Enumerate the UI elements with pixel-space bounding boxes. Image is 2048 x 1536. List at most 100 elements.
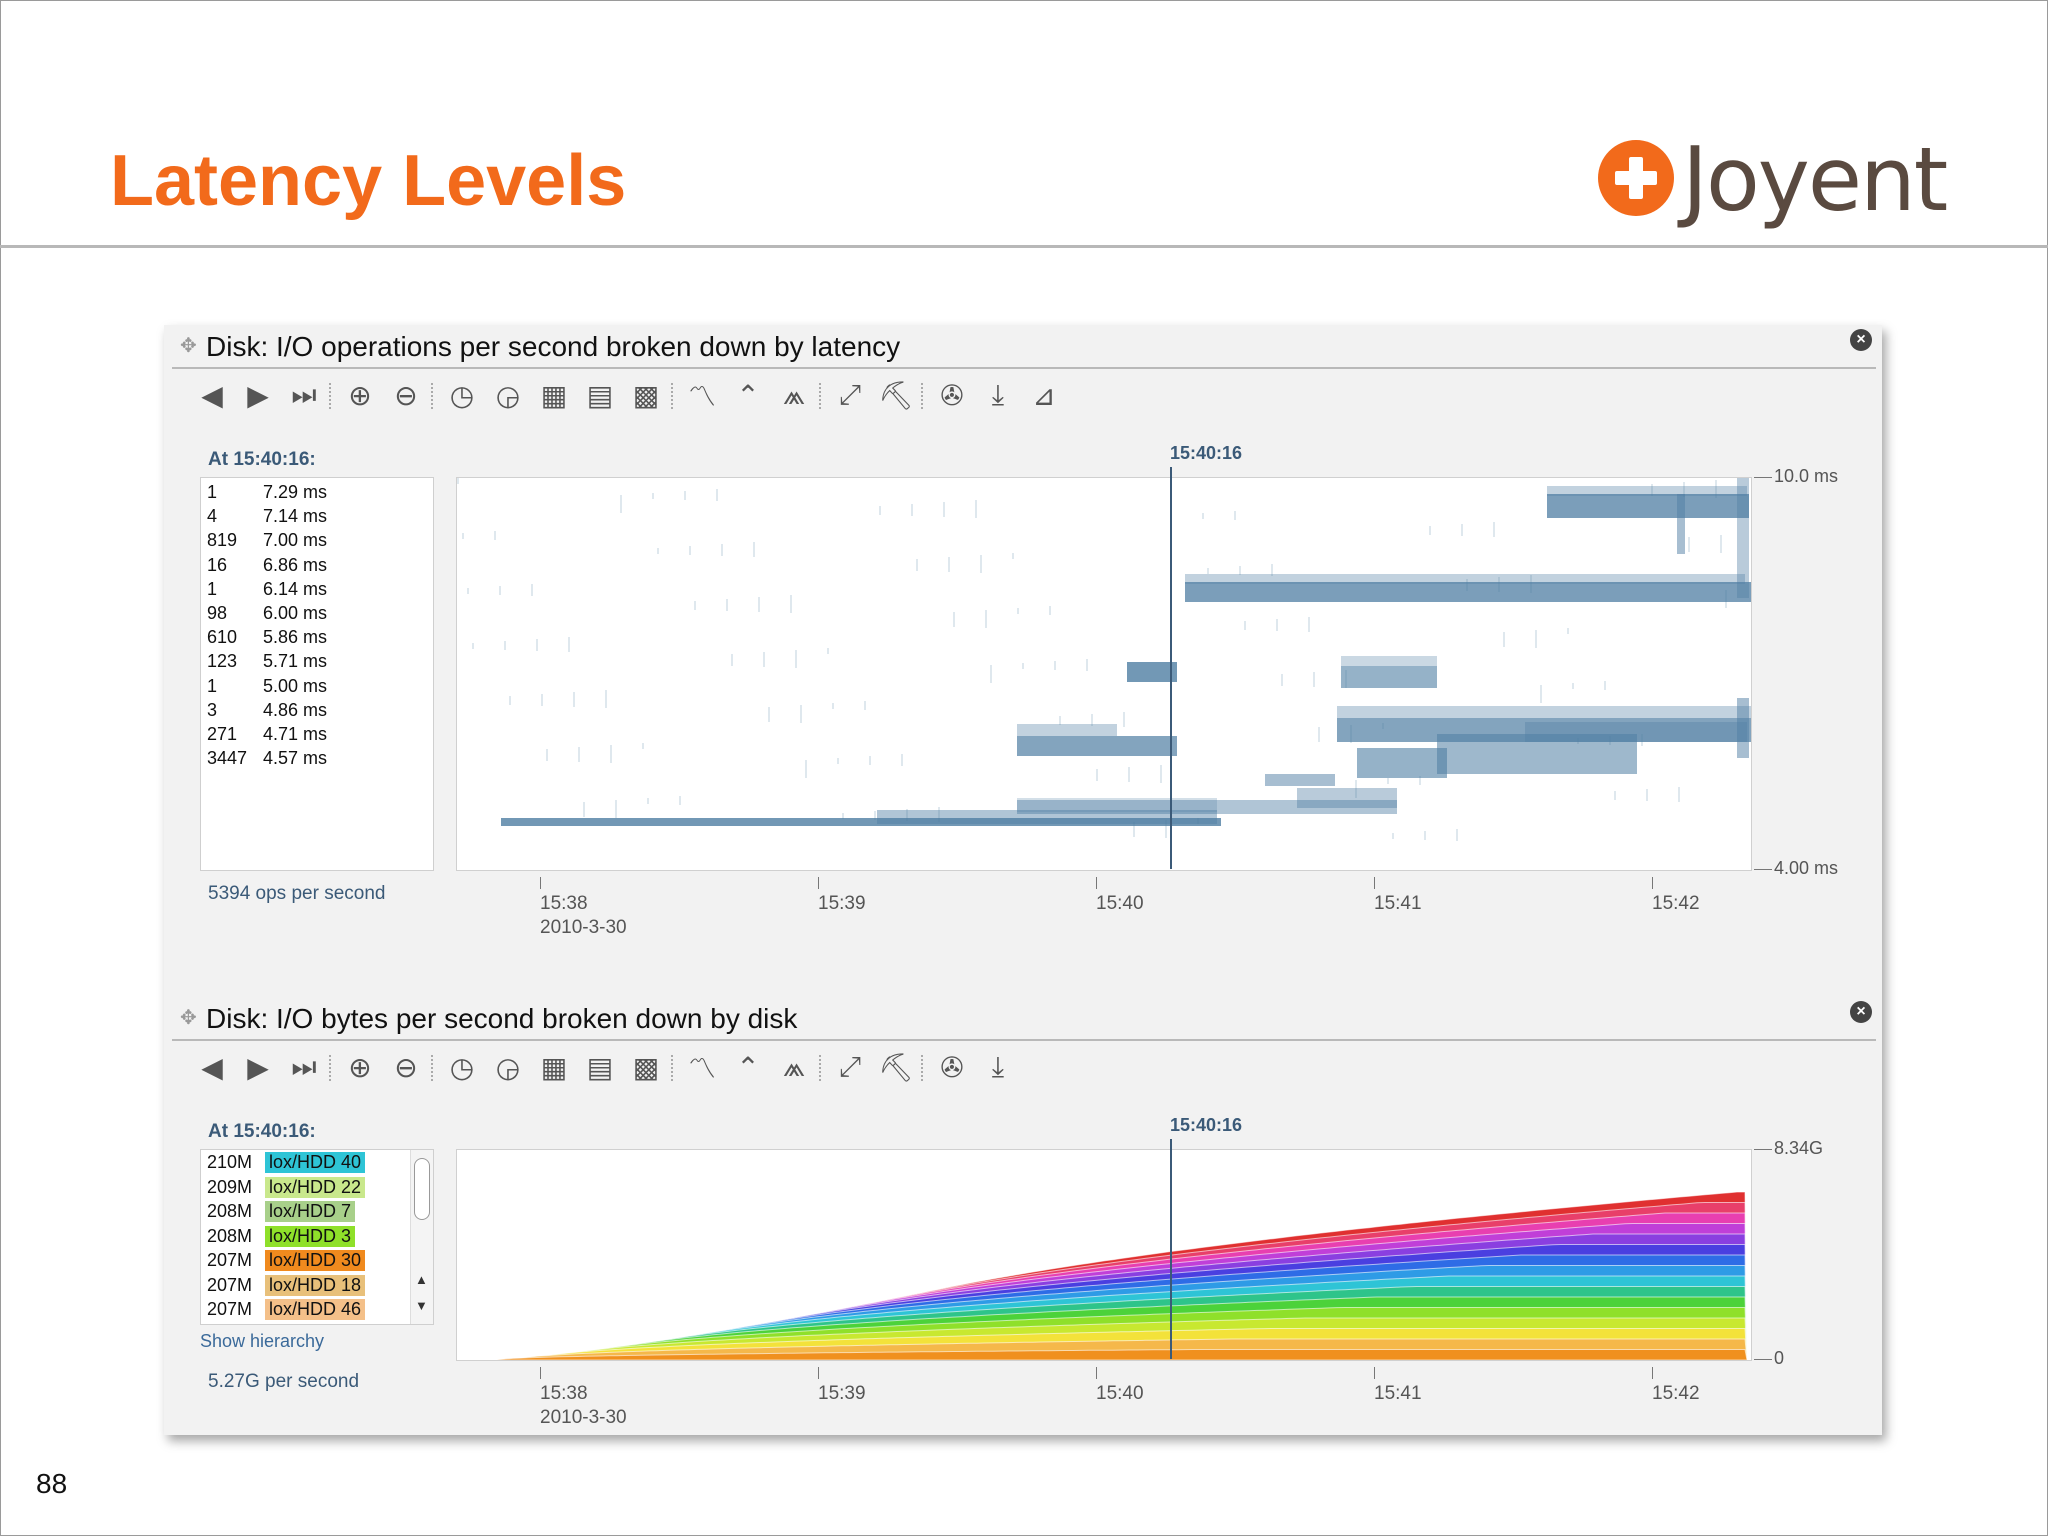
scroll-thumb[interactable] (414, 1158, 430, 1220)
time-cursor[interactable] (1170, 1139, 1172, 1359)
close-icon[interactable]: × (1850, 329, 1872, 351)
legend-row[interactable]: 3447 4.57 ms (207, 748, 327, 769)
clock-icon[interactable]: ◶ (495, 1050, 521, 1084)
legend-row[interactable]: 208M lox/HDD 7 (207, 1201, 356, 1222)
legend-scrollbar[interactable]: ▲ ▼ (410, 1150, 433, 1324)
skip-forward-icon[interactable]: ⏭ (291, 378, 317, 411)
line-chart-icon[interactable]: 〽 (687, 1052, 716, 1085)
time-cursor[interactable] (1170, 467, 1172, 869)
zoom-in-icon[interactable]: ⊕ (348, 1050, 372, 1084)
legend-count: 3 (207, 699, 218, 720)
legend-row[interactable]: 98 6.00 ms (207, 603, 327, 624)
heatmap-cell (536, 639, 538, 651)
heatmap-cell (1054, 661, 1056, 670)
legend-row[interactable]: 1 5.00 ms (207, 676, 327, 697)
heatmap-cell (1493, 522, 1495, 537)
heatmap-cell (1341, 666, 1437, 688)
heatmap-cell (1355, 780, 1357, 798)
latency-heatmap[interactable] (456, 477, 1757, 871)
clock-back-icon[interactable]: ◷ (449, 378, 475, 412)
legend-row[interactable]: 207M lox/HDD 18 (207, 1274, 366, 1296)
download-icon[interactable]: ⤓ (991, 378, 1005, 411)
download-icon[interactable]: ⤓ (991, 1050, 1005, 1083)
line-chart-icon[interactable]: 〽 (687, 380, 716, 413)
mountain-icon[interactable]: ⩕ (782, 378, 806, 411)
panel-divider (172, 367, 1876, 369)
legend-row[interactable]: 3 4.86 ms (207, 700, 327, 721)
legend-row[interactable]: 208M lox/HDD 3 (207, 1225, 356, 1247)
zoom-out-icon[interactable]: ⊖ (394, 1050, 418, 1084)
legend-row[interactable]: 207M lox/HDD 46 (207, 1299, 366, 1320)
bytes-panel: ✥ Disk: I/O bytes per second broken down… (164, 997, 1882, 1435)
legend-row[interactable]: 123 5.71 ms (207, 651, 327, 672)
x-tick (1374, 877, 1375, 889)
clock-icon[interactable]: ◶ (495, 378, 521, 412)
clock-back-icon[interactable]: ◷ (449, 1050, 475, 1084)
legend-row[interactable]: 610 5.86 ms (207, 627, 327, 648)
table-rows-icon[interactable]: ▤ (586, 378, 614, 412)
drill-down-icon[interactable]: ⛏ (878, 378, 914, 412)
table-grid-icon[interactable]: ▩ (632, 1050, 660, 1084)
arrow-left-icon[interactable]: ◀ (201, 378, 223, 412)
scroll-down-icon[interactable]: ▼ (415, 1298, 428, 1313)
heatmap-cell (1271, 564, 1273, 576)
heatmap-cell (1646, 789, 1648, 801)
arrow-left-icon[interactable]: ◀ (201, 1050, 223, 1084)
heatmap-cell (1128, 767, 1130, 782)
heatmap-cell (1185, 582, 1755, 602)
expand-icon[interactable]: ⤢ (838, 378, 862, 411)
pie-icon[interactable]: ✇ (940, 378, 964, 412)
legend-value: 6.14 ms (263, 578, 328, 599)
heatmap-cell (1337, 706, 1757, 718)
close-icon[interactable]: × (1850, 1001, 1872, 1023)
mountain-icon[interactable]: ⩕ (782, 1050, 806, 1083)
legend-row[interactable]: 209M lox/HDD 22 (207, 1176, 366, 1198)
line-peak-icon[interactable]: ⌃ (736, 378, 760, 412)
heatmap-cell (916, 559, 918, 571)
heatmap-cell (1185, 574, 1745, 584)
drill-down-icon[interactable]: ⛏ (878, 1050, 914, 1084)
table-rows-icon[interactable]: ▤ (586, 1050, 614, 1084)
value-legend: 1 7.29 ms 4 7.14 ms 819 7.00 ms 16 6.86 ms 1 6.14… (200, 477, 434, 871)
arrow-right-icon[interactable]: ▶ (247, 378, 269, 412)
pie-icon[interactable]: ✇ (940, 1050, 964, 1084)
arrow-right-icon[interactable]: ▶ (247, 1050, 269, 1084)
heatmap-cell (837, 758, 839, 764)
legend-row[interactable]: 271 4.71 ms (207, 724, 327, 745)
scroll-up-icon[interactable]: ▲ (415, 1272, 428, 1287)
legend-row[interactable]: 16 6.86 ms (207, 555, 327, 576)
legend-value: 5.00 ms (263, 675, 328, 696)
legend-row[interactable]: 1 6.14 ms (207, 579, 327, 600)
legend-value: 210M (207, 1152, 253, 1172)
heatmap-cell (1547, 494, 1749, 518)
heatmap-cell (877, 810, 1217, 824)
legend-row[interactable]: 1 7.29 ms (207, 482, 327, 503)
heatmap-cell (1318, 727, 1320, 742)
distribution-icon[interactable]: ⊿ (1032, 378, 1056, 412)
x-axis: 15:38 15:39 15:40 15:41 15:42 2010-3-30 (164, 877, 1882, 957)
heatmap-cell (467, 588, 469, 594)
legend-row[interactable]: 207M lox/HDD 30 (207, 1250, 366, 1271)
zoom-in-icon[interactable]: ⊕ (348, 378, 372, 412)
expand-icon[interactable]: ⤢ (838, 1050, 862, 1083)
heatmap-cell (583, 802, 585, 817)
stacked-area-canvas[interactable] (457, 1150, 1751, 1361)
line-peak-icon[interactable]: ⌃ (736, 1050, 760, 1084)
skip-forward-icon[interactable]: ⏭ (291, 1050, 317, 1083)
zoom-out-icon[interactable]: ⊖ (394, 378, 418, 412)
legend-row[interactable]: 210M lox/HDD 40 (207, 1152, 366, 1173)
x-tick (1652, 877, 1653, 889)
show-hierarchy-link[interactable]: Show hierarchy (200, 1331, 325, 1351)
table-grid-icon[interactable]: ▩ (632, 378, 660, 412)
table-icon[interactable]: ▦ (540, 378, 568, 412)
heatmap-cell (726, 599, 728, 611)
heatmap-cell (906, 809, 908, 821)
drag-handle-icon[interactable]: ✥ (180, 1007, 197, 1029)
stacked-area-chart[interactable] (456, 1149, 1752, 1361)
heatmap-canvas[interactable] (457, 478, 1757, 870)
heatmap-cell (1345, 670, 1347, 688)
drag-handle-icon[interactable]: ✥ (180, 335, 197, 357)
table-icon[interactable]: ▦ (540, 1050, 568, 1084)
legend-row[interactable]: 4 7.14 ms (207, 506, 327, 527)
legend-row[interactable]: 819 7.00 ms (207, 530, 327, 551)
